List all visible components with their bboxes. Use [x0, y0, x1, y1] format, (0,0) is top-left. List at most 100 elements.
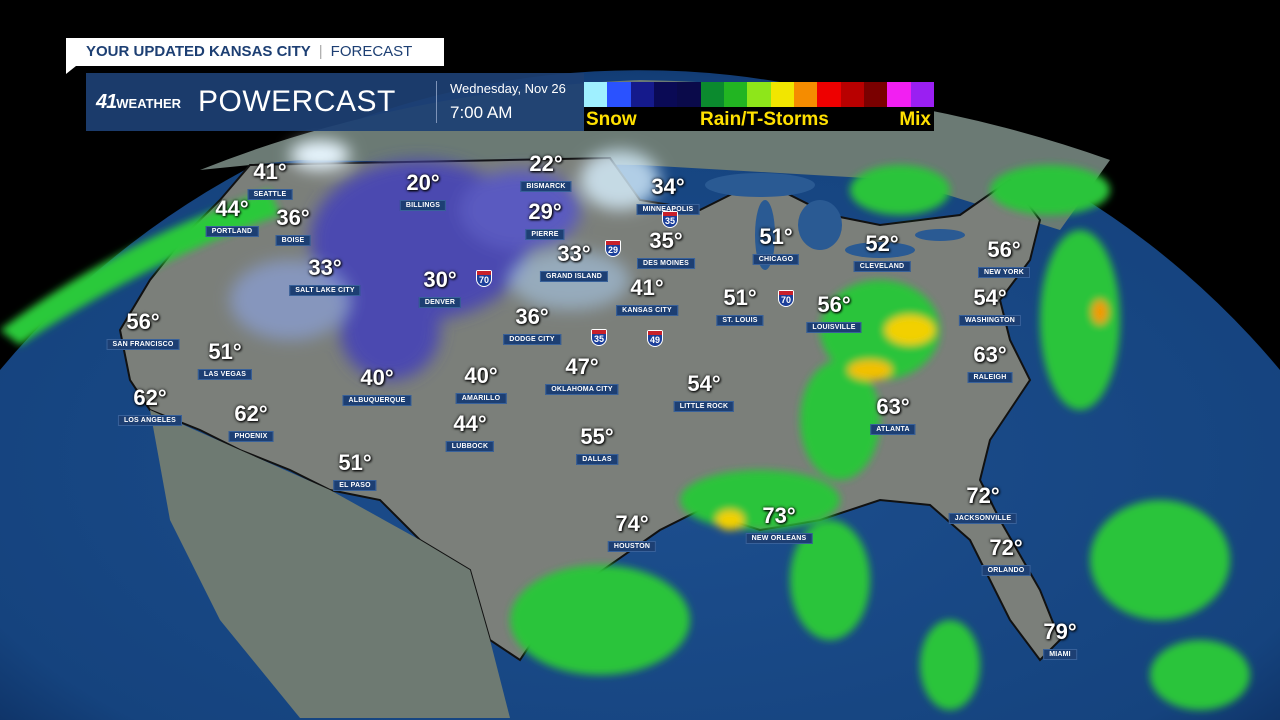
legend-swatch — [910, 82, 934, 107]
city-label: 34° MINNEAPOLIS — [636, 174, 700, 216]
city-name: BILLINGS — [399, 200, 447, 211]
city-name: BISMARCK — [520, 181, 572, 192]
city-name: LAS VEGAS — [197, 369, 253, 380]
legend-swatch — [584, 82, 608, 107]
city-label: 54° WASHINGTON — [958, 287, 1022, 327]
city-label: 51° CHICAGO — [752, 224, 800, 266]
city-name: ALBUQUERQUE — [342, 395, 412, 406]
city-temp: 36° — [276, 205, 310, 230]
legend-swatch — [863, 82, 888, 107]
city-label: 36° BOISE — [275, 205, 311, 247]
legend-rain: Rain/T-Storms — [700, 109, 829, 130]
city-label: 54° LITTLE ROCK — [673, 371, 735, 413]
city-label: 74° HOUSTON — [607, 513, 657, 553]
city-label: 41° KANSAS CITY — [616, 277, 678, 317]
city-name: PORTLAND — [205, 226, 259, 237]
city-label: 51° LAS VEGAS — [197, 341, 253, 381]
interstate-shield-icon: 29 — [605, 240, 621, 257]
legend-swatch — [793, 82, 818, 107]
city-name: ST. LOUIS — [716, 315, 764, 326]
city-label: 47° OKLAHOMA CITY — [545, 354, 619, 396]
city-temp: 40° — [464, 363, 498, 388]
city-temp: 41° — [253, 159, 287, 184]
interstate-shield-icon: 35 — [662, 211, 678, 228]
legend-snow: Snow — [586, 109, 637, 130]
city-temp: 63° — [973, 342, 1007, 367]
interstate-shield-icon: 70 — [476, 270, 492, 287]
city-temp: 62° — [234, 401, 268, 426]
city-name: LITTLE ROCK — [673, 401, 735, 412]
city-name: SEATTLE — [247, 189, 293, 200]
city-label: 35° DES MOINES — [637, 230, 695, 270]
city-label: 56° SAN FRANCISCO — [106, 311, 180, 351]
city-name: ATLANTA — [870, 424, 916, 435]
city-name: SALT LAKE CITY — [289, 285, 361, 296]
title-suffix: FORECAST — [330, 43, 413, 60]
city-label: 55° DALLAS — [576, 426, 618, 466]
legend-swatch — [887, 82, 911, 107]
title-tab-tail — [66, 66, 76, 74]
city-temp: 34° — [651, 174, 685, 199]
interstate-shield-icon: 49 — [647, 330, 663, 347]
city-name: PIERRE — [525, 229, 565, 240]
product-title: POWERCAST — [198, 85, 396, 118]
city-label: 30° DENVER — [418, 269, 462, 309]
interstate-shield-icon: 35 — [591, 329, 607, 346]
city-label: 51° EL PASO — [333, 452, 377, 492]
city-temp: 35° — [649, 228, 683, 253]
city-label: 62° PHOENIX — [228, 401, 274, 443]
city-temp: 40° — [360, 365, 394, 390]
city-label: 29° PIERRE — [525, 201, 565, 241]
city-temp: 22° — [529, 151, 563, 176]
city-name: CLEVELAND — [853, 261, 911, 272]
city-temp: 54° — [687, 371, 721, 396]
precip-legend: Snow Rain/T-Storms Mix — [584, 82, 934, 131]
city-name: ORLANDO — [981, 565, 1031, 576]
city-label: 20° BILLINGS — [399, 170, 447, 212]
city-name: DODGE CITY — [503, 334, 561, 345]
city-name: BOISE — [275, 235, 311, 246]
city-label: 62° LOS ANGELES — [117, 385, 183, 427]
city-name: DENVER — [418, 297, 462, 308]
city-label: 40° ALBUQUERQUE — [342, 365, 412, 407]
city-name: WASHINGTON — [958, 315, 1022, 326]
legend-swatch — [723, 82, 748, 107]
city-label: 72° ORLANDO — [981, 537, 1031, 577]
legend-swatch — [653, 82, 678, 107]
city-temp: 63° — [876, 394, 910, 419]
city-temp: 73° — [762, 503, 796, 528]
city-label: 51° ST. LOUIS — [716, 285, 764, 327]
city-label: 44° PORTLAND — [205, 198, 259, 238]
city-temp: 62° — [133, 385, 167, 410]
city-temp: 51° — [723, 285, 757, 310]
legend-swatch — [817, 82, 841, 107]
city-label: 72° JACKSONVILLE — [948, 485, 1018, 525]
legend-swatch — [630, 82, 654, 107]
legend-labels: Snow Rain/T-Storms Mix — [584, 107, 934, 131]
legend-swatch — [700, 82, 724, 107]
city-label: 36° DODGE CITY — [503, 306, 561, 346]
legend-swatch — [770, 82, 794, 107]
legend-color-bar — [584, 82, 934, 107]
city-temp: 56° — [817, 292, 851, 317]
city-name: EL PASO — [333, 480, 377, 491]
city-temp: 33° — [308, 255, 342, 280]
city-name: NEW YORK — [978, 267, 1030, 278]
city-name: NEW ORLEANS — [745, 533, 813, 544]
title-separator: | — [318, 43, 323, 60]
city-temp: 47° — [565, 354, 599, 379]
city-label: 56° NEW YORK — [978, 239, 1030, 279]
city-temp: 41° — [630, 275, 664, 300]
city-name: DALLAS — [576, 454, 618, 465]
logo-text: WEATHER — [116, 96, 182, 111]
interstate-shield-icon: 70 — [778, 290, 794, 307]
legend-swatch — [747, 82, 771, 107]
title-tab: YOUR UPDATED KANSAS CITY | FORECAST — [66, 38, 444, 66]
city-temp: 20° — [406, 170, 440, 195]
city-temp: 51° — [759, 224, 793, 249]
city-name: PHOENIX — [228, 431, 274, 442]
city-name: SAN FRANCISCO — [106, 339, 180, 350]
city-name: LUBBOCK — [445, 441, 495, 452]
city-name: CHICAGO — [752, 254, 800, 265]
